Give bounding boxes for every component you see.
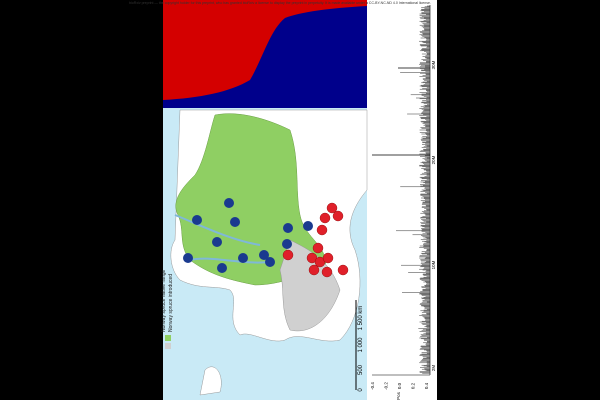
site-blue [230, 217, 240, 227]
signal [396, 5, 430, 374]
site-red [312, 242, 324, 254]
site-blue [283, 223, 293, 233]
site-red [282, 249, 294, 261]
y-tick-label: 10M [431, 260, 436, 269]
y-tick-label: 20M [431, 155, 436, 164]
preprint-notice: bioRxiv preprint — the copyright holder … [129, 1, 431, 5]
legend-swatch-introduced [165, 343, 171, 349]
x-tick-label: 0.0 [397, 382, 402, 389]
legend-introduced: Norway spruce introduced [168, 274, 174, 332]
x-tick-label: 0.4 [424, 382, 429, 389]
site-blue [217, 263, 227, 273]
scale-label: 1 500 km [358, 306, 364, 331]
island [199, 366, 222, 396]
scale-labels: 0 500 1 000 1 500 km [358, 306, 364, 392]
site-red [316, 224, 328, 236]
sample-sites [183, 198, 349, 278]
site-blue [265, 257, 275, 267]
scale-label: 1 000 [358, 337, 364, 353]
scale-label: 0 [358, 388, 364, 392]
lakes [174, 214, 271, 264]
x-tick-label: -0.2 [384, 382, 389, 390]
scale-label: 500 [358, 364, 364, 375]
legend-swatch-native [165, 335, 171, 341]
site-red [308, 264, 320, 276]
site-blue [224, 198, 234, 208]
site-red [322, 252, 334, 264]
site-red [319, 212, 331, 224]
y-title: Pos [396, 391, 401, 400]
site-blue [212, 237, 222, 247]
site-red [321, 266, 333, 278]
y-tick-label: 2M [431, 365, 436, 372]
site-red [326, 202, 338, 214]
site-blue [192, 215, 202, 225]
map: Norway spruce native range Norway spruce… [161, 108, 368, 400]
site-red [337, 264, 349, 276]
x-tick-label: 0.2 [411, 382, 416, 389]
legend-native: Norway spruce native range [161, 270, 167, 332]
site-blue [183, 253, 193, 263]
ancestry-blue [163, 6, 367, 108]
y-tick-label: 30M [431, 60, 436, 69]
site-blue [238, 253, 248, 263]
genome-scan: -0.4 -0.2 0.0 0.2 0.4 2M 10M 20M 30M Pos [370, 5, 436, 400]
site-blue [259, 250, 269, 260]
site-blue [282, 239, 292, 249]
x-tick-label: -0.4 [370, 382, 375, 390]
site-red [332, 210, 344, 222]
structure-plot [163, 0, 367, 108]
site-blue [303, 221, 313, 231]
